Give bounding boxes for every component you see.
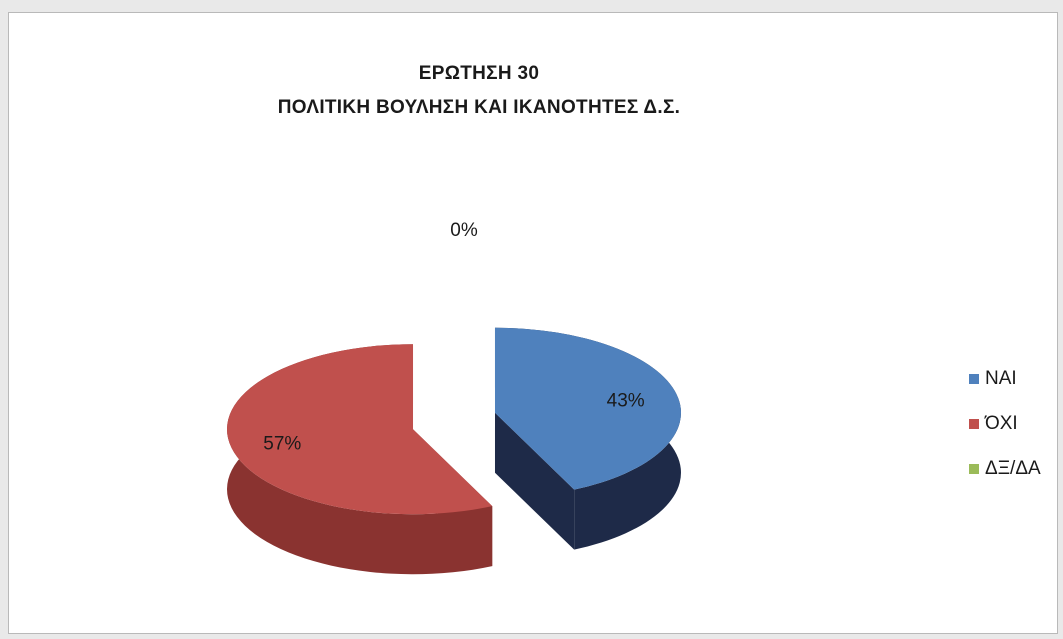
chart-title: ΕΡΩΤΗΣΗ 30 — [418, 63, 540, 84]
legend-swatch-dk-na — [969, 464, 979, 474]
pie-labels: 43% 57% 0% — [263, 220, 645, 455]
legend-label-nai: ΝΑΙ — [985, 368, 1017, 389]
legend-item-dk-na: ΔΞ/ΔΑ — [969, 458, 1041, 480]
pie-chart: 43% 57% 0% — [227, 220, 681, 575]
pie-wall-end-0 — [494, 412, 575, 550]
pie-slice-1 — [227, 344, 493, 515]
chart-frame: ΕΡΩΤΗΣΗ 30 ΠΟΛΙΤΙΚΗ ΒΟΥΛΗΣΗ ΚΑΙ ΙΚΑΝΟΤΗΤ… — [8, 12, 1058, 634]
legend-label-oxi: ΌΧΙ — [985, 413, 1018, 434]
legend-item-nai: ΝΑΙ — [969, 368, 1041, 390]
legend-item-oxi: ΌΧΙ — [969, 413, 1041, 435]
data-label-2: 0% — [450, 220, 478, 241]
pie-slice-0 — [494, 327, 681, 490]
chart-subtitle: ΠΟΛΙΤΙΚΗ ΒΟΥΛΗΣΗ ΚΑΙ ΙΚΑΝΟΤΗΤΕΣ Δ.Σ. — [277, 97, 681, 118]
legend: ΝΑΙ ΌΧΙ ΔΞ/ΔΑ — [969, 368, 1041, 503]
data-label-0: 43% — [607, 390, 645, 411]
pie-tops — [227, 327, 681, 515]
legend-swatch-oxi — [969, 419, 979, 429]
data-label-1: 57% — [263, 434, 301, 455]
legend-swatch-nai — [969, 374, 979, 384]
legend-label-dk-na: ΔΞ/ΔΑ — [985, 458, 1041, 479]
